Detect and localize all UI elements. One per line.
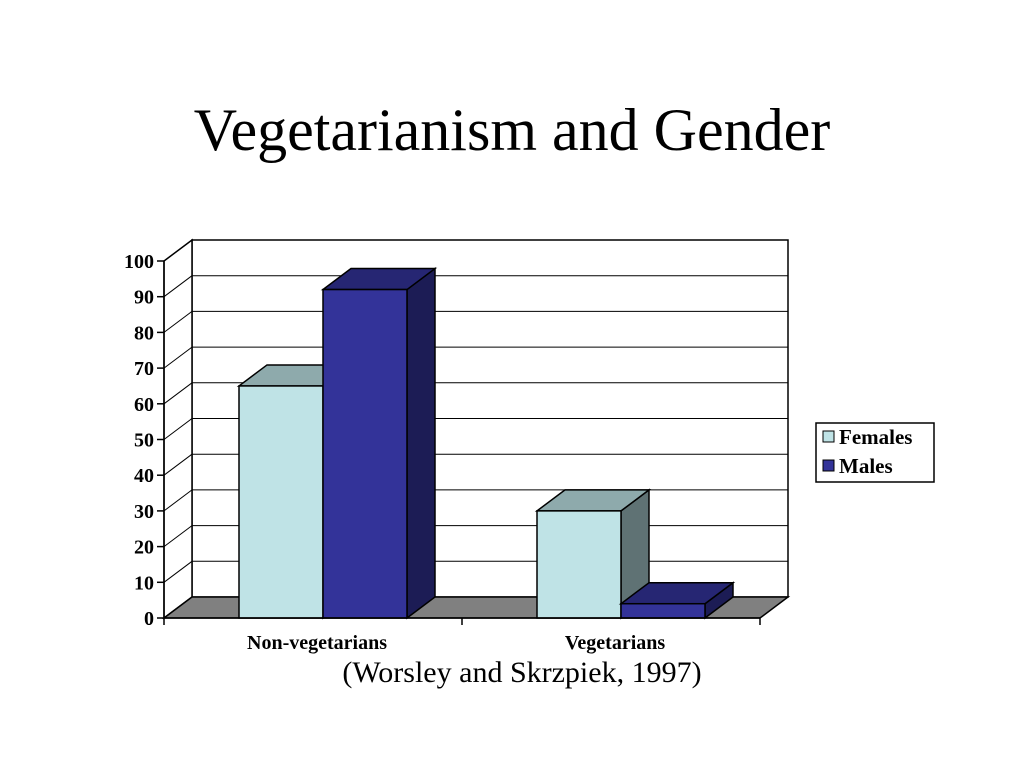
- y-tick-label: 0: [144, 608, 154, 630]
- y-tick-label: 60: [134, 394, 154, 416]
- chart-legend: Females Males: [815, 422, 935, 483]
- chart-bars: [236, 267, 736, 620]
- y-axis-ticks: 0 10 20 30 40 50 60 70 80 90 100: [124, 251, 165, 630]
- legend-box: [815, 422, 935, 483]
- citation-caption: (Worsley and Skrzpiek, 1997): [342, 656, 702, 689]
- bar-front: [536, 510, 622, 619]
- slide-title: Vegetarianism and Gender: [193, 97, 831, 163]
- gridline-side: [163, 453, 193, 476]
- gridline-side: [163, 239, 193, 262]
- gridline-side: [163, 418, 193, 440]
- gridline-side: [163, 310, 193, 333]
- y-tick-label: 10: [134, 572, 154, 594]
- gridline-side: [163, 346, 193, 369]
- bar-front: [238, 385, 324, 619]
- y-tick-label: 50: [134, 430, 154, 452]
- y-tick-label: 90: [134, 287, 154, 309]
- legend-swatch: [822, 459, 835, 472]
- x-axis-categories: Non-vegetarians Vegetarians: [163, 617, 761, 654]
- x-category-label: Non-vegetarians: [247, 632, 387, 654]
- y-tick-label: 40: [134, 465, 154, 487]
- y-tick-label: 80: [134, 322, 154, 344]
- y-tick-label: 70: [134, 358, 154, 380]
- gridline-side: [163, 560, 193, 583]
- x-category-label: Vegetarians: [565, 632, 666, 654]
- gridline-side: [163, 489, 193, 512]
- bar: [534, 488, 652, 620]
- legend-label: Males: [839, 454, 893, 478]
- bar-front: [620, 602, 706, 619]
- y-tick-label: 30: [134, 501, 154, 523]
- bar: [320, 267, 438, 620]
- gridline-side: [163, 382, 193, 405]
- gridline-side: [163, 525, 193, 547]
- y-tick-label: 20: [134, 537, 154, 559]
- legend-label: Females: [839, 425, 912, 449]
- gridline-side: [163, 275, 193, 298]
- bar-side: [406, 267, 436, 620]
- bar-front: [322, 288, 408, 619]
- y-tick-label: 100: [124, 251, 154, 273]
- legend-swatch: [822, 430, 835, 443]
- bar: [618, 581, 736, 620]
